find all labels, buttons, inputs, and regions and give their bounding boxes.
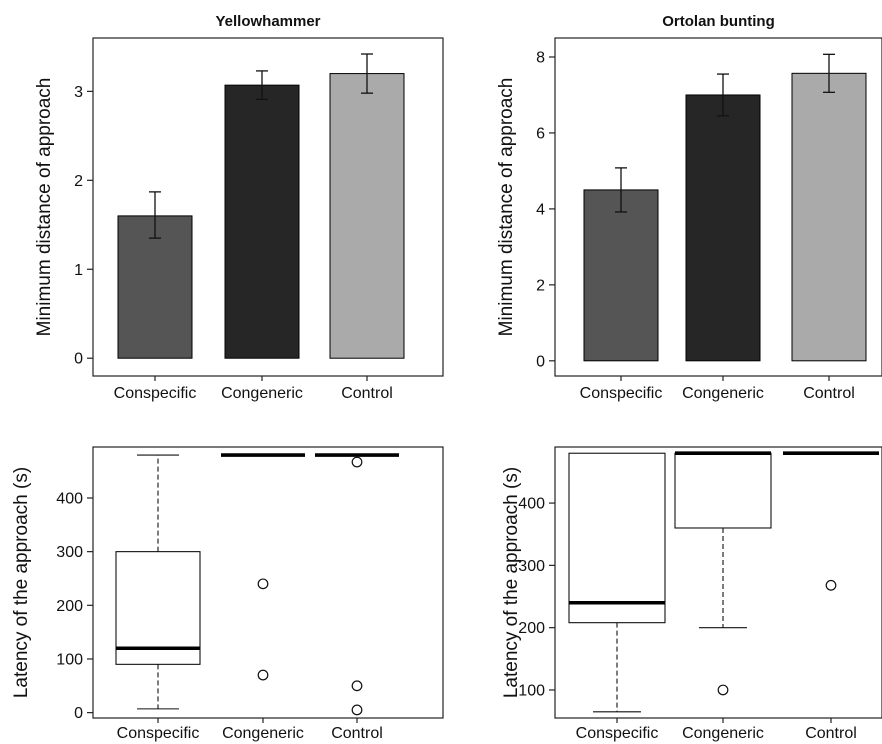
y-tick-label: 3 [74,84,83,101]
y-tick-label: 400 [518,496,545,513]
x-category-label: Congeneric [222,725,304,742]
x-category-label: Conspecific [576,725,659,742]
y-tick-label: 200 [518,620,545,637]
outlier-point [825,579,837,591]
panel-ortolan-distance: Ortolan bunting Minimum distance of appro… [496,13,882,402]
outlier-point [351,456,363,468]
x-category-label: Control [341,385,393,402]
y-tick-label: 400 [56,490,83,507]
outlier-point [257,578,269,590]
y-tick-label: 200 [56,598,83,615]
x-category-label: Congeneric [682,725,764,742]
y-tick-label: 0 [74,351,83,368]
x-category-label: Congeneric [682,385,764,402]
box-iqr [674,452,772,529]
y-tick-label: 4 [536,201,545,218]
y-tick-label: 2 [74,173,83,190]
y-tick-label: 100 [56,651,83,668]
bar-control [329,73,405,359]
bar-congeneric [224,84,300,359]
x-category-label: Congeneric [221,385,303,402]
x-category-label: Control [805,725,857,742]
plot-frame [554,446,882,719]
x-category-label: Conspecific [580,385,663,402]
outlier-point [717,684,729,696]
chart-title: Ortolan bunting [662,13,774,30]
y-axis-label: Latency of the approach (s) [11,467,32,698]
bar-conspecific [117,215,193,359]
panel-yellowhammer-distance: Yellowhammer Minimum distance of approach… [34,13,444,402]
plot-frame [92,446,444,719]
x-category-label: Control [331,725,383,742]
bar-control [791,72,867,362]
y-axis-label: Latency of the approach (s) [501,467,522,698]
panel-ortolan-latency: Latency of the approach (s)100 200 300 400 C… [501,446,882,742]
y-tick-label: 300 [56,544,83,561]
y-tick-label: 0 [74,705,83,722]
y-tick-label: 2 [536,277,545,294]
x-category-label: Conspecific [114,385,197,402]
x-category-label: Conspecific [117,725,200,742]
bar-conspecific [583,189,659,362]
box-iqr [568,452,666,624]
outlier-point [351,680,363,692]
outlier-point [257,669,269,681]
outlier-point [351,704,363,716]
y-tick-label: 100 [518,682,545,699]
y-tick-label: 8 [536,49,545,66]
x-category-label: Control [803,385,855,402]
bar-congeneric [685,94,761,362]
y-tick-label: 1 [74,262,83,279]
chart-title: Yellowhammer [215,13,320,30]
y-tick-label: 0 [536,353,545,370]
y-axis-label: Minimum distance of approach [34,78,55,337]
plot-frame [554,37,882,377]
box-iqr [115,551,201,665]
y-tick-label: 300 [518,558,545,575]
y-axis-label: Minimum distance of approach [496,78,517,337]
plot-frame [92,37,444,377]
panel-yellowhammer-latency: Latency of the approach (s) 0 100 200 300 400… [11,446,444,742]
y-tick-label: 6 [536,125,545,142]
